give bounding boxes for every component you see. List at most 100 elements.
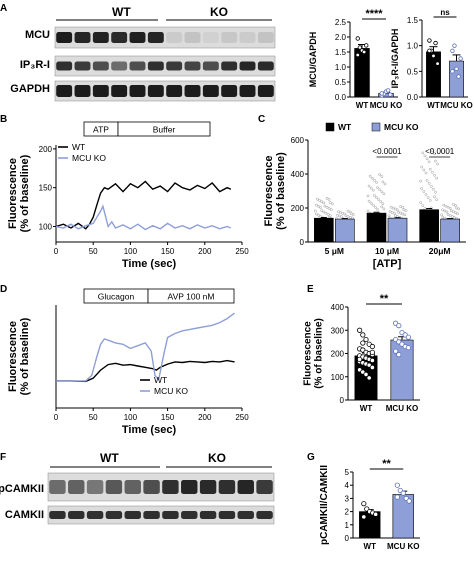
chart-c-point (397, 210, 400, 214)
chart-b-legend-label: MCU KO (72, 153, 106, 163)
chart-c-point (328, 201, 332, 204)
chart-c-point (374, 206, 377, 209)
chart-c-point (329, 208, 333, 212)
chart-g-x-tick-label: MCU KO (387, 542, 419, 551)
blot-a-mcu-band (129, 32, 146, 43)
chart-c-point (442, 203, 446, 207)
chart-c-point (421, 204, 425, 208)
blot-a-ip3r-bg (54, 55, 276, 77)
chart-a2-y-tick-label: 1.0 (407, 42, 419, 51)
chart-a1: 0.0 0.5 1.0 1.5 2.0 2.5 MCU/GAPDH WT MCU KO **** (308, 8, 402, 110)
blot-f-pcamkii-bg (47, 472, 275, 502)
chart-c-point (453, 216, 456, 219)
chart-c-point (381, 180, 385, 184)
chart-c-point (313, 209, 317, 213)
chart-c-point (343, 212, 347, 216)
chart-c-point (346, 209, 350, 213)
chart-c-point (392, 211, 396, 215)
chart-c-point (452, 203, 455, 206)
chart-a1-point (379, 91, 384, 96)
chart-d-stim-label: Glucagon (98, 292, 135, 302)
chart-a2-point (454, 66, 459, 71)
chart-a1-point (355, 52, 360, 58)
chart-e-point (357, 327, 363, 333)
chart-b-stim-box (117, 121, 211, 137)
chart-c-point (456, 212, 459, 216)
blot-f-camkii-band (256, 511, 273, 519)
chart-c-point (449, 209, 453, 213)
chart-c-point (368, 174, 372, 178)
blot-f-camkii-band (162, 511, 179, 519)
chart-e-point (396, 352, 402, 358)
chart-g-x-tick-label: WT (364, 542, 377, 551)
chart-c-point (435, 198, 438, 202)
chart-c-point (376, 208, 379, 211)
chart-c-point (441, 215, 445, 219)
chart-a2-point (427, 38, 432, 43)
blot-f-ko-label: KO (208, 451, 226, 465)
chart-b-x-tick-label: 200 (198, 247, 212, 256)
chart-c-y-tick-label: 600 (291, 136, 305, 145)
chart-d-stim-label: AVP 100 nM (168, 292, 215, 302)
chart-d: 0 50 100 150 200 250 Time (sec) Fluorescence(% … (7, 288, 249, 436)
chart-c-point (426, 196, 430, 199)
blot-a-mcu-band (257, 32, 274, 43)
chart-c-point (424, 193, 428, 196)
chart-c-point (427, 182, 431, 185)
blot-a-ip3r-band (111, 61, 128, 71)
chart-a1-significance: **** (365, 8, 383, 20)
chart-b-y-tick-label: 100 (39, 222, 53, 231)
chart-g-significance: ** (382, 458, 391, 470)
chart-c-point (444, 204, 448, 208)
blot-f-pcamkii-band (181, 480, 198, 494)
chart-c-point (433, 173, 436, 177)
blot-f-camkii-band (124, 511, 141, 519)
panel-letter-c: C (258, 114, 265, 125)
chart-c-point (425, 179, 429, 182)
chart-c-point (428, 167, 432, 171)
chart-e-point (405, 345, 411, 351)
blot-a-gapdh-band (74, 85, 91, 97)
chart-c-point (420, 165, 424, 169)
blot-a-ip3r-band (239, 61, 256, 71)
chart-c-point (380, 190, 384, 194)
chart-c-point (320, 209, 324, 213)
chart-c-legend-label: MCU KO (384, 122, 419, 132)
blot-a-ip3r-band (129, 61, 146, 71)
chart-c-point (420, 187, 424, 190)
chart-c-point (339, 211, 342, 214)
panel-letter-a: A (0, 3, 7, 14)
chart-c-point (440, 213, 444, 217)
chart-c-point (380, 175, 384, 179)
chart-c-bar (419, 209, 439, 243)
chart-c-point (446, 213, 450, 216)
chart-g-point (394, 494, 400, 500)
chart-a1-point (388, 92, 393, 97)
chart-c-point (381, 202, 385, 206)
chart-c-bar (335, 218, 355, 243)
chart-c-point (315, 212, 318, 216)
chart-c-point (403, 213, 407, 217)
chart-c-legend-swatch (325, 122, 335, 132)
blot-a-gapdh-band (184, 85, 201, 97)
chart-g-y-tick-label: 1 (345, 521, 350, 530)
blot-a-mcu-band (147, 32, 164, 43)
chart-c-point (419, 179, 423, 183)
chart-d-x-tick-label: 250 (235, 413, 249, 422)
blot-a-ko-label: KO (210, 5, 228, 19)
chart-e-point (405, 334, 411, 340)
chart-c-point (373, 194, 376, 197)
blot-f-pcamkii-band (105, 480, 123, 494)
blot-a-mcu-band (111, 32, 128, 43)
blot-f-camkii-band (68, 511, 85, 519)
chart-c-point (377, 198, 380, 201)
chart-c-point (433, 195, 436, 199)
chart-g-y-tick-label: 5 (345, 468, 350, 477)
chart-a2-point (452, 43, 457, 48)
chart-a2-point (433, 40, 438, 46)
chart-c-annotation: <0.0001 (425, 147, 455, 156)
chart-c-bar (440, 218, 460, 243)
chart-c-point (448, 206, 452, 210)
chart-c-point (366, 209, 370, 213)
